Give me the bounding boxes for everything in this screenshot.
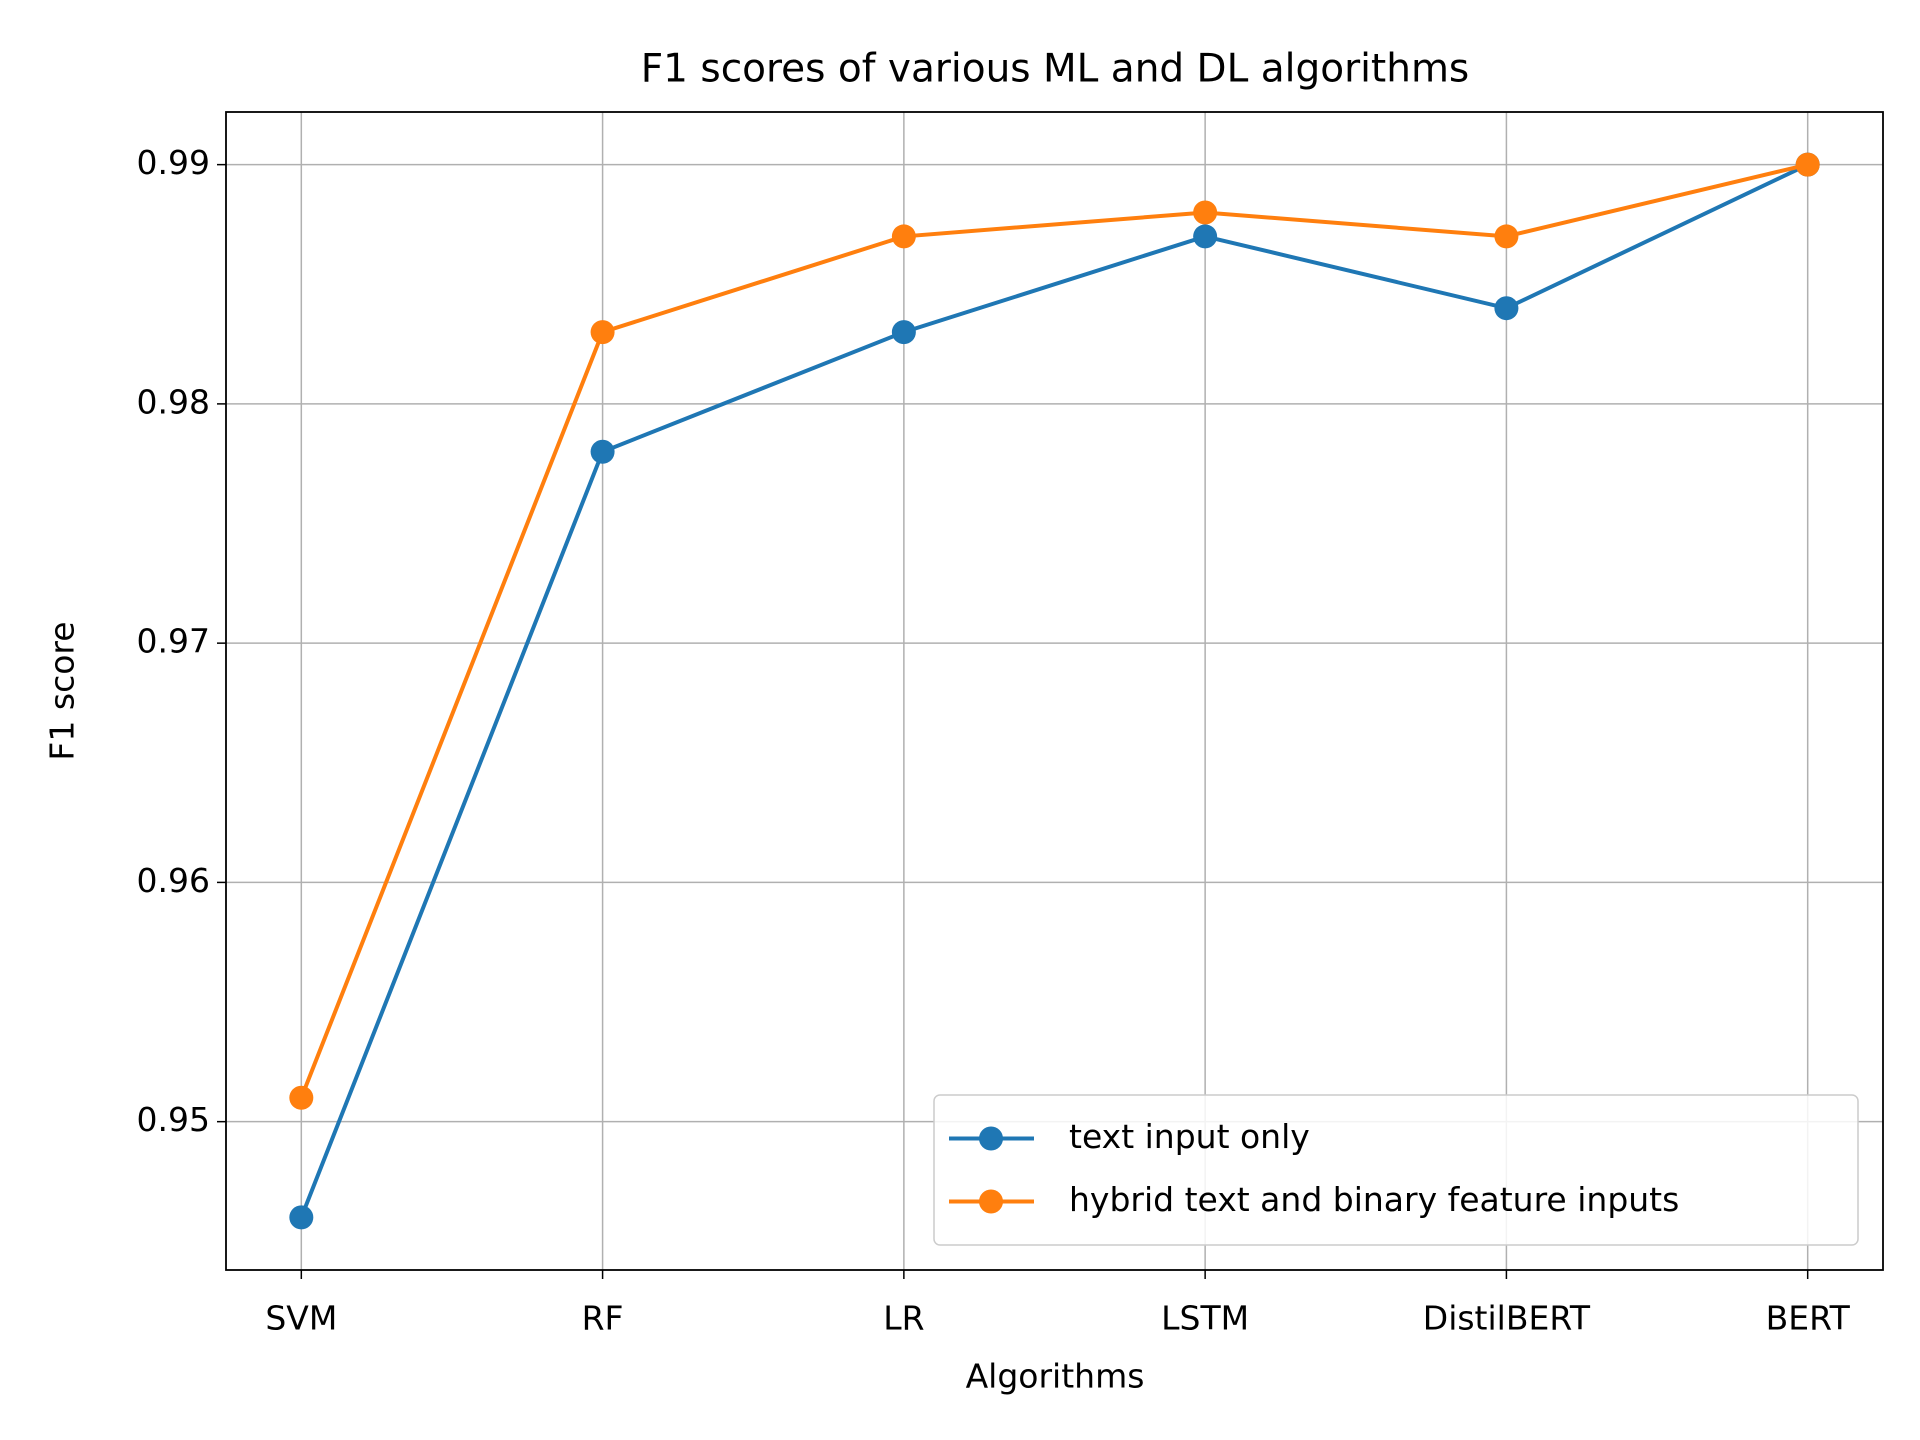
point [1494,296,1519,321]
series-line [299,162,1809,1219]
legend-marker [979,1126,1003,1151]
y-tick-label: 0.95 [137,1100,210,1139]
x-tick-label: BERT [1766,1299,1851,1338]
point [289,1205,314,1230]
point [590,439,615,464]
y-tick-label: 0.97 [137,622,210,661]
point [590,320,615,345]
x-tick-label: DistilBERT [1423,1299,1591,1338]
legend-label: hybrid text and binary feature inputs [1069,1180,1679,1219]
point [1193,200,1218,225]
x-tick-label: SVM [265,1299,337,1338]
y-tick-label: 0.96 [137,861,210,900]
chart-title: F1 scores of various ML and DL algorithm… [641,47,1470,92]
point [1795,152,1820,177]
y-axis-label: F1 score [43,621,82,760]
x-tick-label: RF [582,1299,624,1338]
plot-frame [225,111,1884,1271]
point [891,224,916,249]
legend-label: text input only [1069,1117,1310,1156]
x-tick-label: LSTM [1161,1299,1249,1338]
x-axis-label: Algorithms [966,1357,1145,1396]
point [289,1085,314,1110]
series-line [299,162,1809,1099]
legend-box [933,1094,1859,1246]
legend-marker [979,1189,1003,1214]
point [1494,224,1519,249]
point [891,320,916,345]
y-tick-label: 0.99 [137,143,210,182]
legend: text input only hybrid text and binary fe… [933,1094,1859,1246]
y-tick-label: 0.98 [137,382,210,421]
x-tick-label: LR [883,1299,924,1338]
point [1193,224,1218,249]
